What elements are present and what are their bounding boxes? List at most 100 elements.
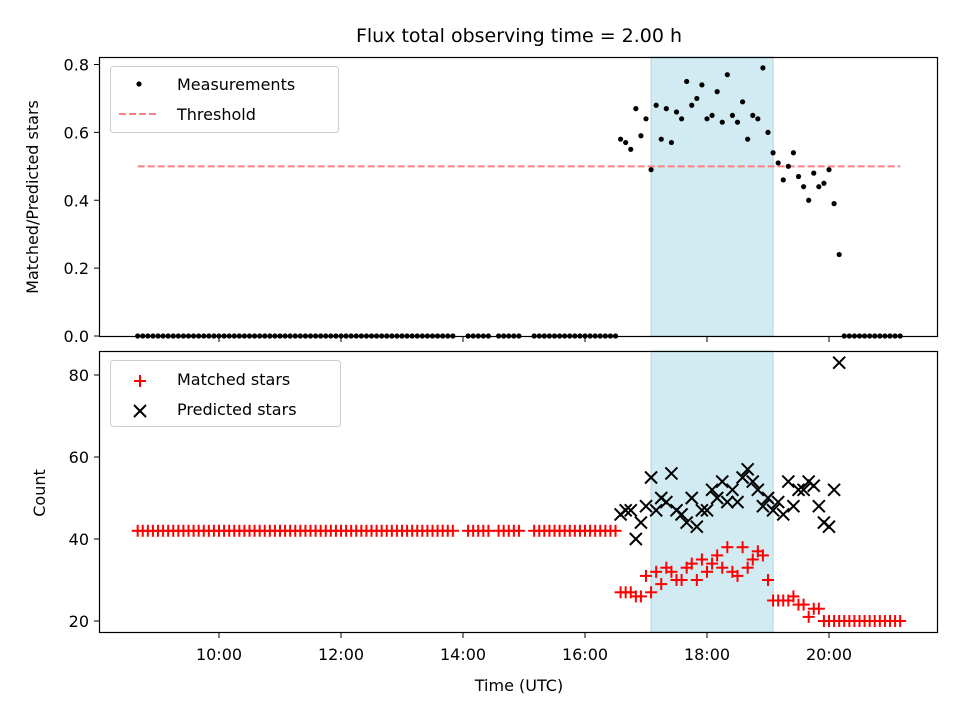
matched-star-point — [741, 561, 754, 574]
top-y-tick-label: 0.8 — [64, 56, 89, 75]
matched-star-point — [446, 524, 459, 537]
predicted-star-point — [766, 503, 780, 518]
matched-star-point — [736, 541, 749, 554]
measurement-point — [831, 201, 837, 207]
predicted-star-point — [674, 507, 689, 522]
predicted-star-point — [761, 491, 775, 505]
predicted-star-stroke-b — [776, 507, 790, 522]
top-legend-box — [110, 66, 339, 133]
predicted-star-stroke-b — [791, 483, 806, 497]
measurement-point — [689, 102, 695, 108]
measurement-point — [790, 150, 797, 156]
measurement-point — [770, 150, 776, 156]
measurement-point — [617, 136, 624, 142]
matched-star-point — [512, 524, 525, 537]
predicted-star-stroke-b — [649, 503, 663, 518]
bottom-y-tick-label: 20 — [69, 612, 89, 631]
legend-measurements-marker — [136, 81, 142, 87]
predicted-star-point — [720, 495, 735, 509]
predicted-star-stroke-b — [812, 499, 826, 513]
x-axis-label: Time (UTC) — [474, 676, 563, 695]
matched-star-point — [787, 590, 800, 603]
predicted-star-point — [639, 499, 653, 513]
predicted-star-point — [812, 499, 826, 513]
measurement-point — [755, 116, 761, 122]
bottom-observing-window-shade — [650, 350, 774, 633]
predicted-star-point — [730, 495, 745, 509]
bottom-x-axis-ticks: 10:00 12:00 14:00 16:00 18:00 20:00 — [196, 633, 852, 664]
measurement-point — [800, 184, 807, 190]
matched-star-point — [650, 565, 663, 578]
measurement-point — [628, 146, 634, 152]
predicted-star-point — [644, 470, 658, 485]
predicted-star-stroke-b — [751, 483, 765, 497]
predicted-star-stroke-b — [740, 462, 755, 477]
measurement-point — [709, 112, 715, 119]
matched-star-point — [731, 569, 744, 582]
chart-title: Flux total observing time = 2.00 h — [356, 25, 682, 47]
bottom-count-marks — [131, 355, 907, 627]
predicted-star-stroke-b — [827, 483, 841, 497]
predicted-star-stroke-b — [639, 499, 653, 513]
measurement-point — [750, 112, 756, 119]
top-panel: 0.00.20.40.60.8 Matched/Predicted stars … — [23, 56, 939, 346]
matched-star-point — [645, 586, 658, 599]
measurement-point — [816, 184, 822, 190]
matched-star-point — [721, 541, 734, 554]
predicted-star-stroke-b — [644, 470, 658, 485]
predicted-star-stroke-b — [695, 503, 709, 518]
x-tick-label: 14:00 — [440, 645, 486, 664]
matched-star-point — [695, 553, 708, 566]
predicted-star-stroke-b — [685, 491, 699, 505]
measurement-point — [668, 139, 675, 146]
top-legend: Measurements Threshold — [110, 66, 339, 133]
predicted-star-stroke-b — [720, 495, 735, 509]
predicted-star-point — [786, 499, 801, 513]
predicted-star-point — [664, 466, 679, 481]
predicted-star-point — [695, 503, 709, 518]
top-y-axis-label: Matched/Predicted stars — [23, 100, 42, 294]
matched-star-point — [797, 598, 810, 611]
matched-star-point — [711, 549, 724, 562]
measurement-point — [714, 89, 720, 95]
predicted-star-stroke-b — [766, 503, 780, 518]
predicted-star-stroke-b — [735, 470, 750, 485]
measurement-point — [648, 167, 654, 173]
matched-star-point — [701, 565, 713, 578]
predicted-star-stroke-b — [715, 474, 729, 489]
measurement-point — [826, 167, 832, 173]
measurement-point — [821, 180, 827, 186]
measurement-point — [765, 129, 771, 135]
matched-star-point — [716, 561, 729, 574]
measurement-point — [633, 106, 639, 112]
predicted-star-point — [776, 507, 790, 522]
matched-star-point — [640, 569, 652, 582]
predicted-star-point — [634, 515, 648, 530]
bottom-legend-box — [110, 360, 341, 427]
predicted-star-stroke-b — [746, 474, 760, 489]
measurement-point — [643, 116, 649, 122]
predicted-star-stroke-b — [786, 499, 801, 513]
measurement-point — [775, 160, 781, 166]
predicted-star-stroke-b — [761, 491, 775, 505]
matched-star-point — [706, 557, 719, 570]
legend-matched-marker — [134, 375, 146, 387]
measurement-point — [795, 173, 802, 180]
bottom-shaded-window — [650, 350, 774, 633]
measurement-point — [719, 119, 725, 125]
predicted-star-point — [725, 483, 740, 497]
measurement-point — [699, 82, 705, 88]
measurement-point — [785, 163, 791, 169]
predicted-star-point — [751, 483, 765, 497]
legend-matched-label: Matched stars — [177, 370, 290, 389]
predicted-star-point — [679, 515, 694, 530]
predicted-star-point — [781, 474, 796, 489]
x-tick-label: 10:00 — [196, 645, 242, 664]
measurement-point — [724, 72, 730, 78]
predicted-star-stroke-b — [771, 495, 785, 509]
predicted-star-point — [700, 503, 714, 518]
predicted-star-point — [791, 483, 806, 497]
bottom-y-tick-label: 80 — [69, 366, 89, 385]
matched-star-point — [894, 615, 907, 627]
matched-star-point — [482, 524, 495, 537]
